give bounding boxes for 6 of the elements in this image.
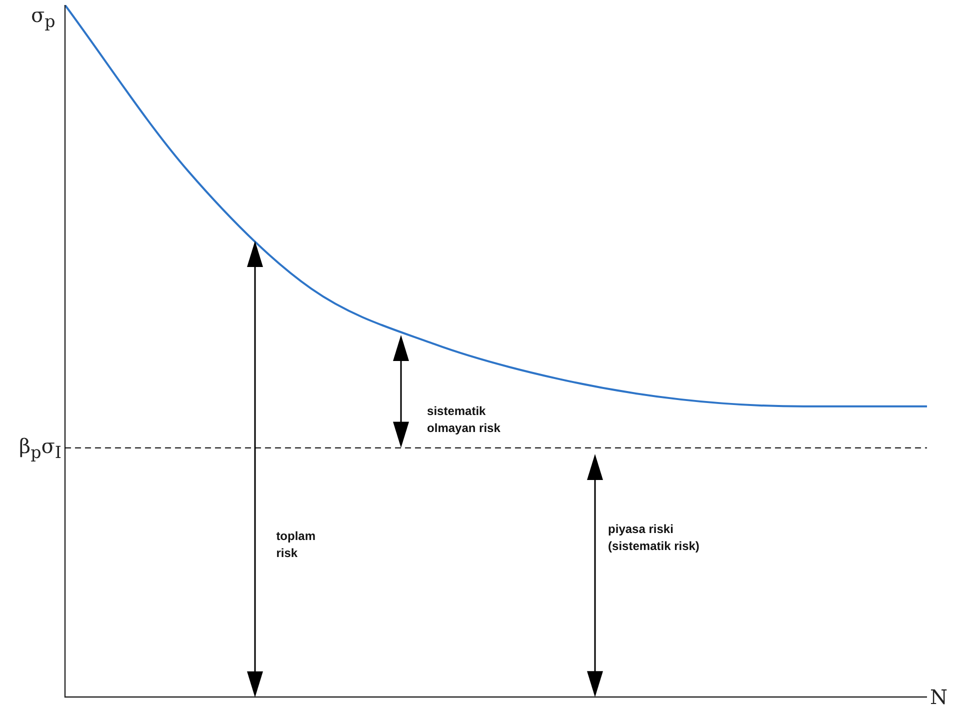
ref-line-label: β$_{p}$σ$_{I}$ xyxy=(19,434,62,462)
x-axis-title: N xyxy=(930,685,948,709)
y-axis-title: σ$_{p}$ xyxy=(31,3,56,31)
annotation: sistematik olmayan risk xyxy=(427,403,502,438)
annotation: piyasa riski (sistematik risk) xyxy=(608,520,700,555)
annotation: toplam risk xyxy=(276,528,317,562)
